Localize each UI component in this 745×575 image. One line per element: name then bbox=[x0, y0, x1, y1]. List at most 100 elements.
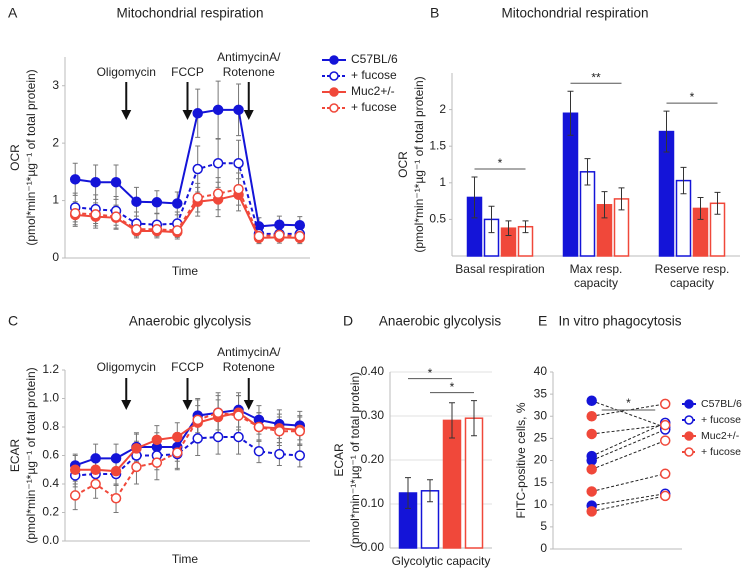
data-point bbox=[69, 174, 81, 185]
error-bar bbox=[488, 205, 495, 234]
error-bar bbox=[584, 158, 591, 186]
data-point bbox=[151, 224, 163, 235]
pair-line bbox=[591, 493, 666, 507]
data-point bbox=[192, 163, 203, 175]
series-line bbox=[75, 108, 300, 228]
y-tick-label: 0 bbox=[540, 541, 547, 555]
significance-label: * bbox=[690, 90, 695, 104]
y-tick-label: 2 bbox=[439, 102, 446, 116]
data-point bbox=[586, 411, 597, 422]
y-axis-label: ECAR bbox=[332, 443, 346, 477]
legend-label: C57BL/6 bbox=[701, 398, 742, 410]
y-tick-label: 30 bbox=[534, 408, 548, 422]
data-point bbox=[233, 410, 244, 421]
y-tick-label: 15 bbox=[534, 475, 548, 489]
annotation: FCCP bbox=[171, 65, 204, 79]
data-point bbox=[110, 465, 122, 477]
y-tick-label: 0.20 bbox=[361, 452, 385, 466]
data-point bbox=[172, 447, 183, 458]
panel-letter: A bbox=[8, 5, 18, 21]
chart-title: Mitochondrial respiration bbox=[501, 6, 648, 21]
series-line bbox=[75, 193, 300, 239]
x-tick-label: Glycolytic capacity bbox=[391, 554, 491, 568]
legend-label: Muc2+/- bbox=[351, 84, 395, 98]
annotation: FCCP bbox=[171, 360, 204, 374]
data-point bbox=[192, 433, 203, 444]
legend-marker bbox=[684, 431, 694, 441]
annotation: Oligomycin bbox=[97, 65, 156, 79]
legend-marker bbox=[329, 103, 339, 113]
arrow-head bbox=[121, 400, 132, 410]
significance-label: * bbox=[626, 396, 631, 410]
legend-marker bbox=[329, 71, 339, 81]
arrow-head bbox=[121, 110, 132, 120]
error-bar bbox=[663, 110, 670, 153]
data-point bbox=[274, 219, 285, 230]
y-tick-label: 0.40 bbox=[361, 364, 385, 378]
chart-title: In vitro phagocytosis bbox=[558, 314, 681, 329]
data-point bbox=[212, 431, 224, 443]
data-point bbox=[212, 157, 224, 169]
error-bar bbox=[680, 166, 687, 195]
y-axis-label: (pmol*min⁻¹*µg⁻¹ of total protein) bbox=[348, 372, 362, 548]
data-point bbox=[69, 490, 81, 501]
panel-letter: E bbox=[538, 313, 547, 329]
annotation: Rotenone bbox=[223, 360, 275, 374]
error-bar bbox=[471, 176, 478, 219]
legend-marker bbox=[329, 55, 339, 65]
y-tick-label: 1.5 bbox=[429, 138, 446, 152]
data-point bbox=[233, 157, 244, 169]
data-point bbox=[274, 229, 285, 241]
y-tick-label: 0.30 bbox=[361, 408, 385, 422]
data-point bbox=[233, 104, 244, 116]
y-axis-label: (pmol*min⁻¹*µg⁻¹ of total protein) bbox=[24, 367, 38, 543]
y-tick-label: 0.8 bbox=[42, 419, 59, 433]
data-point bbox=[90, 209, 101, 220]
data-point bbox=[90, 176, 101, 188]
data-point bbox=[110, 453, 122, 464]
legend-label: C57BL/6 bbox=[351, 52, 398, 66]
y-axis-label: FITC-positive cells, % bbox=[514, 402, 528, 518]
x-axis-label: Time bbox=[172, 552, 199, 566]
legend-label: Muc2+/- bbox=[701, 430, 740, 442]
annotation: AntimycinA/ bbox=[217, 50, 281, 64]
annotation: AntimycinA/ bbox=[217, 345, 281, 359]
arrow-head bbox=[182, 110, 193, 120]
legend-label: + fucose bbox=[701, 414, 741, 426]
error-bar bbox=[505, 220, 512, 237]
bar bbox=[464, 417, 484, 549]
y-tick-label: 1.2 bbox=[42, 362, 59, 376]
y-tick-label: 0.10 bbox=[361, 496, 385, 510]
x-axis-label: Time bbox=[172, 264, 199, 278]
error-bar bbox=[601, 191, 608, 219]
y-axis-label: OCR bbox=[8, 144, 22, 171]
x-tick-label: Reserve resp. capacity bbox=[654, 262, 730, 290]
data-point bbox=[586, 395, 597, 407]
legend-label: + fucose bbox=[701, 446, 741, 458]
series-line bbox=[75, 162, 300, 235]
data-point bbox=[274, 426, 285, 437]
arrow-head bbox=[182, 400, 193, 410]
pair-line bbox=[591, 400, 666, 428]
data-point bbox=[90, 464, 101, 475]
data-point bbox=[586, 506, 597, 517]
data-point bbox=[131, 196, 142, 207]
arrow-head bbox=[243, 110, 254, 120]
y-tick-label: 0.6 bbox=[42, 448, 59, 462]
data-point bbox=[659, 419, 671, 431]
chart-title: Anaerobic glycolysis bbox=[379, 314, 502, 329]
y-axis-label: ECAR bbox=[8, 438, 22, 472]
y-tick-label: 35 bbox=[534, 386, 548, 400]
legend-label: + fucose bbox=[351, 68, 397, 82]
y-tick-label: 10 bbox=[534, 497, 548, 511]
data-point bbox=[192, 192, 203, 203]
y-axis-label: (pmol*min⁻¹*µg⁻¹ of total protein) bbox=[24, 69, 38, 245]
data-point bbox=[294, 230, 306, 242]
data-point bbox=[90, 453, 101, 464]
data-point bbox=[212, 104, 224, 116]
error-bar bbox=[427, 479, 433, 503]
chart-title: Anaerobic glycolysis bbox=[129, 314, 252, 329]
y-tick-label: 5 bbox=[540, 519, 547, 533]
y-tick-label: 25 bbox=[534, 431, 548, 445]
